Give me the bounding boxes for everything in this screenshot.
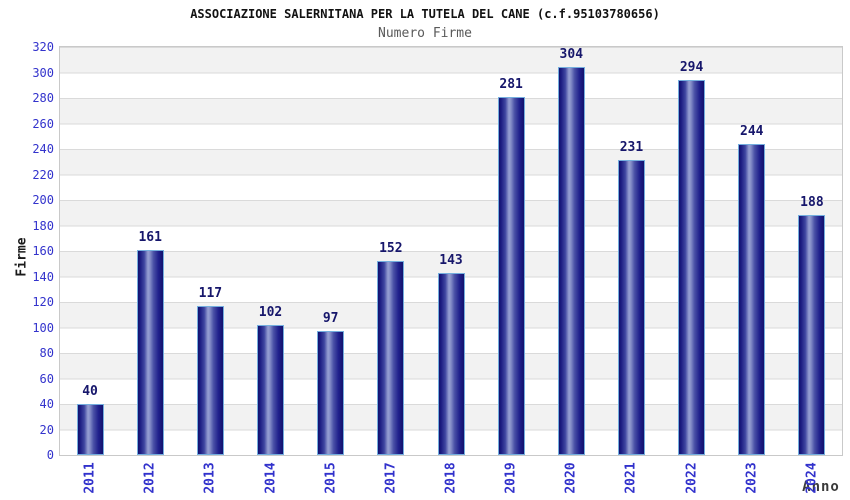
x-tick-label: 2015 xyxy=(323,462,339,494)
bar xyxy=(678,80,706,455)
x-tick-label: 2011 xyxy=(82,462,98,494)
bar xyxy=(76,404,104,455)
bar-value-label: 161 xyxy=(138,229,162,245)
x-tick-label: 2021 xyxy=(623,462,639,494)
chart-subtitle: Numero Firme xyxy=(378,26,472,41)
bar-value-label: 143 xyxy=(439,252,463,268)
bar-value-label: 117 xyxy=(198,285,223,301)
y-tick-label: 280 xyxy=(32,91,54,105)
x-tick-label: 2018 xyxy=(443,462,459,494)
y-tick-label: 20 xyxy=(39,422,54,437)
bar-value-label: 244 xyxy=(740,123,764,139)
y-tick-label: 300 xyxy=(32,65,54,80)
bar-value-label: 304 xyxy=(559,47,584,63)
y-tick-label: 240 xyxy=(32,142,54,156)
bar-value-label: 102 xyxy=(258,304,283,320)
y-tick-label: 200 xyxy=(32,193,54,207)
y-tick-label: 120 xyxy=(32,295,54,309)
bar xyxy=(196,305,224,455)
bar xyxy=(557,67,585,455)
bar xyxy=(497,96,525,455)
bar xyxy=(798,215,826,455)
y-tick-label: 140 xyxy=(32,269,54,284)
bar xyxy=(738,143,766,455)
x-tick-label: 2013 xyxy=(202,462,218,494)
x-axis-title: Anno xyxy=(802,479,840,495)
y-tick-label: 0 xyxy=(46,448,54,462)
y-tick-label: 100 xyxy=(32,320,54,335)
x-tick-label: 2024 xyxy=(804,462,820,494)
y-tick-label: 160 xyxy=(32,244,54,258)
y-tick-label: 80 xyxy=(39,346,54,360)
bar-value-label: 152 xyxy=(379,241,403,257)
y-tick-label: 180 xyxy=(32,218,54,233)
y-tick-label: 320 xyxy=(32,40,54,54)
bar-value-label: 231 xyxy=(619,140,644,156)
x-tick-label: 2020 xyxy=(563,462,579,494)
bar xyxy=(136,249,164,455)
x-tick-label: 2012 xyxy=(142,462,158,494)
y-tick-label: 220 xyxy=(32,167,54,182)
x-tick-label: 2022 xyxy=(684,462,700,494)
chart-title: ASSOCIAZIONE SALERNITANA PER LA TUTELA D… xyxy=(190,7,660,21)
bar xyxy=(257,324,285,455)
x-tick-label: 2017 xyxy=(383,462,399,494)
bar-value-label: 294 xyxy=(679,60,704,76)
bar-value-label: 97 xyxy=(322,311,339,327)
bar xyxy=(437,272,465,455)
x-tick-label: 2019 xyxy=(503,462,519,494)
bar-value-label: 40 xyxy=(82,384,98,399)
bar xyxy=(377,261,405,455)
bar-value-label: 188 xyxy=(800,195,824,211)
y-tick-label: 60 xyxy=(39,371,54,386)
bar-value-label: 281 xyxy=(499,76,523,92)
bar xyxy=(617,160,645,455)
y-tick-label: 40 xyxy=(39,397,54,411)
x-tick-label: 2014 xyxy=(263,462,279,494)
x-tick-label: 2023 xyxy=(744,462,760,494)
bar xyxy=(317,331,345,455)
y-tick-label: 260 xyxy=(32,116,54,131)
